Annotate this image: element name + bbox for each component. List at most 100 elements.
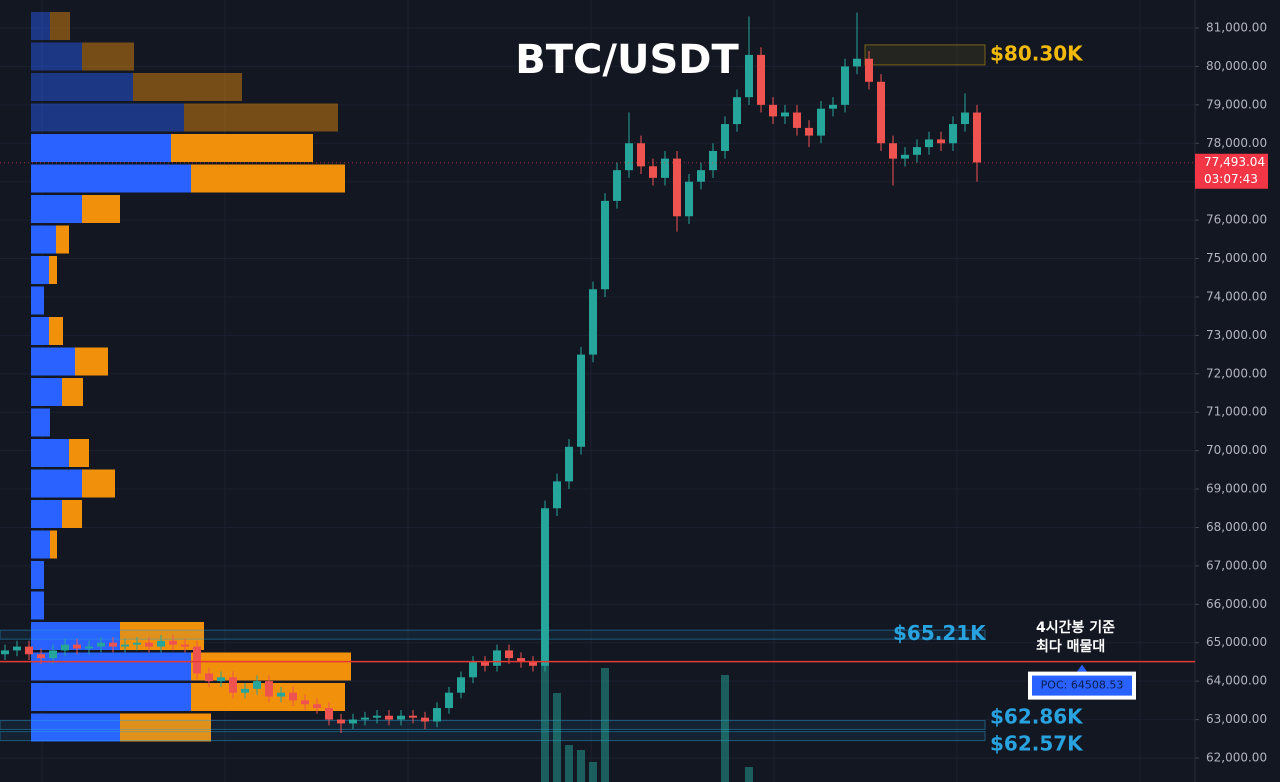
profile-sell	[49, 317, 63, 345]
profile-buy	[31, 530, 50, 559]
profile-buy	[31, 347, 75, 376]
y-tick-label: 68,000.00	[1206, 520, 1267, 534]
candle-body	[481, 661, 489, 666]
candle-body	[721, 124, 729, 151]
profile-sell	[191, 652, 351, 681]
candle-body	[793, 112, 801, 128]
candle-body	[133, 642, 141, 645]
y-tick-label: 81,000.00	[1206, 21, 1267, 35]
candle-body	[889, 143, 897, 159]
candle-body	[697, 170, 705, 182]
candle-body	[709, 150, 717, 171]
profile-buy	[31, 683, 191, 711]
candle-body	[781, 112, 789, 117]
poc-note: 4시간봉 기준	[1036, 619, 1115, 636]
candle-body	[553, 481, 561, 509]
candle-body	[241, 688, 249, 693]
candle-body	[637, 143, 645, 167]
candle-body	[97, 642, 105, 647]
candle-body	[37, 654, 45, 659]
candle-body	[601, 200, 609, 290]
level-zone	[864, 44, 986, 66]
candle-body	[829, 104, 837, 109]
poc-box	[1032, 675, 1132, 696]
poc-pointer	[1077, 664, 1087, 672]
profile-sell	[82, 195, 120, 223]
profile-sell	[69, 439, 89, 467]
candle-body	[457, 677, 465, 693]
level-label: $65.21K	[893, 621, 987, 645]
candle-body	[265, 681, 273, 697]
candle-body	[841, 66, 849, 105]
candle-body	[433, 708, 441, 722]
candle-body	[409, 715, 417, 718]
profile-sell	[56, 225, 69, 254]
profile-buy	[31, 378, 62, 406]
candle-body	[961, 112, 969, 125]
level-label: $62.86K	[990, 704, 1084, 728]
candle-body	[1, 650, 9, 655]
profile-buy	[31, 286, 44, 315]
countdown: 03:07:43	[1204, 172, 1258, 186]
profile-sell	[75, 347, 108, 376]
y-tick-label: 67,000.00	[1206, 558, 1267, 572]
candle-body	[349, 719, 357, 724]
profile-buy	[31, 500, 62, 528]
candle-body	[193, 646, 201, 674]
y-tick-label: 66,000.00	[1206, 597, 1267, 611]
profile-sell	[62, 500, 82, 528]
candle-body	[361, 717, 369, 720]
candle-body	[169, 640, 177, 645]
profile-buy	[31, 103, 184, 132]
candle-body	[229, 677, 237, 693]
profile-buy	[31, 408, 50, 437]
candle-body	[253, 681, 261, 689]
candle-body	[937, 139, 945, 144]
profile-buy	[31, 256, 49, 284]
candle-body	[625, 143, 633, 171]
level-label: $62.57K	[990, 732, 1084, 756]
profile-buy	[31, 317, 49, 345]
profile-buy	[31, 134, 171, 162]
candle-body	[373, 715, 381, 718]
candle-body	[517, 658, 525, 662]
profile-buy	[31, 652, 191, 681]
candle-body	[661, 158, 669, 178]
candle-body	[121, 644, 129, 647]
candle-body	[145, 642, 153, 647]
candle-body	[913, 147, 921, 155]
profile-sell	[82, 469, 115, 498]
candle-body	[421, 717, 429, 722]
profile-sell	[133, 73, 242, 101]
profile-buy	[31, 195, 82, 223]
y-tick-label: 71,000.00	[1206, 405, 1267, 419]
poc-label: POC: 64508.53	[1041, 679, 1124, 692]
volume-bar	[577, 750, 585, 782]
volume-bar	[553, 693, 561, 782]
profile-sell	[191, 164, 345, 193]
y-tick-label: 70,000.00	[1206, 443, 1267, 457]
candle-body	[337, 719, 345, 724]
candle-body	[577, 354, 585, 447]
level-label: $80.30K	[990, 41, 1084, 65]
candle-body	[745, 54, 753, 98]
candle-body	[25, 646, 33, 655]
candle-body	[493, 650, 501, 666]
candle-body	[61, 644, 69, 651]
candle-body	[469, 661, 477, 678]
candle-body	[673, 158, 681, 217]
level-zone	[0, 719, 986, 730]
candle-body	[733, 97, 741, 125]
candle-body	[181, 644, 189, 647]
candle-body	[757, 54, 765, 105]
profile-buy	[31, 42, 82, 71]
candle-body	[589, 289, 597, 355]
candle-body	[109, 642, 117, 647]
profile-buy	[31, 73, 133, 101]
poc-note: 최다 매물대	[1036, 639, 1105, 655]
y-tick-label: 78,000.00	[1206, 136, 1267, 150]
candle-body	[925, 139, 933, 148]
